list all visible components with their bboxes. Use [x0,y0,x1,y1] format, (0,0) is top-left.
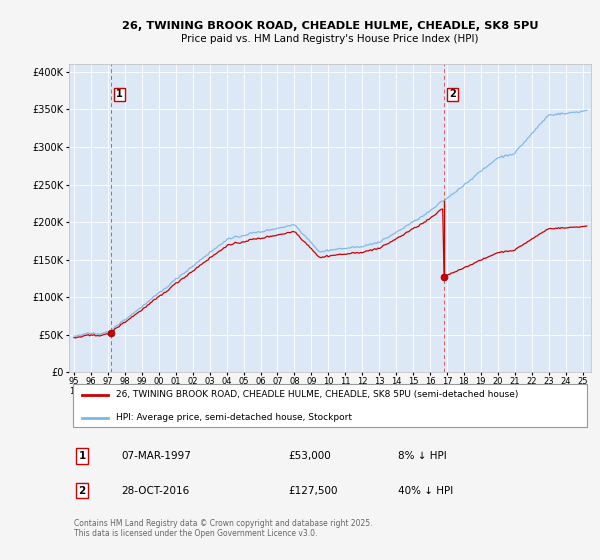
Text: Contains HM Land Registry data © Crown copyright and database right 2025.
This d: Contains HM Land Registry data © Crown c… [74,519,373,538]
Text: 2: 2 [79,486,86,496]
Text: 40% ↓ HPI: 40% ↓ HPI [398,486,453,496]
Text: HPI: Average price, semi-detached house, Stockport: HPI: Average price, semi-detached house,… [116,413,352,422]
Text: 1: 1 [79,451,86,461]
Text: 26, TWINING BROOK ROAD, CHEADLE HULME, CHEADLE, SK8 5PU: 26, TWINING BROOK ROAD, CHEADLE HULME, C… [122,21,538,31]
Text: 2: 2 [449,90,456,100]
Text: 07-MAR-1997: 07-MAR-1997 [121,451,191,461]
Text: Price paid vs. HM Land Registry's House Price Index (HPI): Price paid vs. HM Land Registry's House … [181,34,479,44]
Text: 8% ↓ HPI: 8% ↓ HPI [398,451,446,461]
Text: 26, TWINING BROOK ROAD, CHEADLE HULME, CHEADLE, SK8 5PU (semi-detached house): 26, TWINING BROOK ROAD, CHEADLE HULME, C… [116,390,518,399]
Text: 28-OCT-2016: 28-OCT-2016 [121,486,190,496]
Text: £127,500: £127,500 [288,486,338,496]
Text: 1: 1 [116,90,123,100]
FancyBboxPatch shape [73,384,587,427]
Text: £53,000: £53,000 [288,451,331,461]
